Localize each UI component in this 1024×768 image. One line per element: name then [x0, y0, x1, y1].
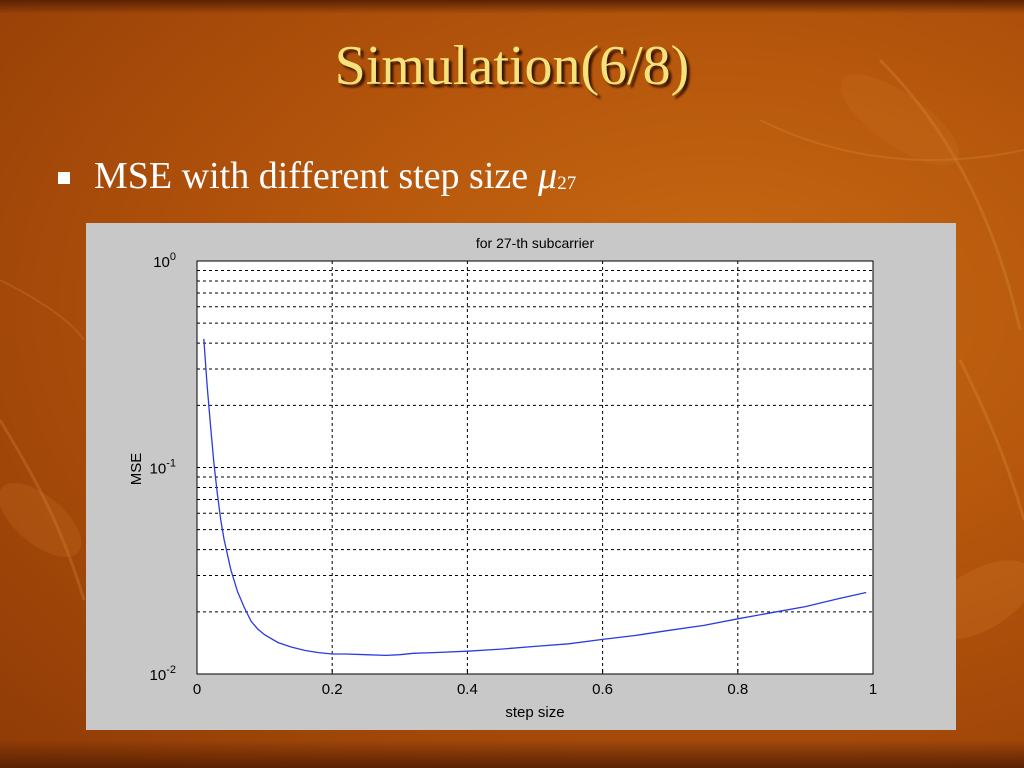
chart-title: for 27-th subcarrier	[476, 235, 595, 251]
bullet-text: MSE with different step size	[94, 155, 529, 197]
x-tick-label: 0.6	[592, 681, 613, 698]
y-tick-label: 10-2	[150, 664, 176, 684]
top-band	[0, 0, 1024, 14]
y-axis-label: MSE	[128, 453, 145, 486]
chart-panel: 0 0.2 0.4 0.6 0.8 1 100 10-1 10-2 for 27-th subca…	[86, 223, 956, 730]
y-tick-label: 100	[153, 251, 176, 271]
mu-subscript: 27	[557, 173, 577, 194]
slide-title: Simulation(6/8)	[334, 35, 690, 97]
x-axis-label: step size	[505, 704, 564, 721]
x-tick-label: 0	[193, 681, 201, 698]
square-bullet-icon	[58, 172, 70, 184]
y-tick-label: 10-1	[150, 458, 176, 478]
bullet-item: MSE with different step size μ 27	[58, 152, 576, 200]
mse-series-line	[203, 338, 867, 657]
x-tick-label: 0.8	[727, 681, 748, 698]
mu-symbol: μ	[538, 155, 558, 197]
mse-chart: 0 0.2 0.4 0.6 0.8 1 100 10-1 10-2 for 27-th subca…	[128, 235, 877, 721]
x-tick-label: 0.4	[457, 681, 478, 698]
bottom-band	[0, 740, 1024, 768]
x-tick-label: 1	[869, 681, 877, 698]
x-tick-label: 0.2	[322, 681, 343, 698]
plot-frame	[196, 260, 874, 675]
